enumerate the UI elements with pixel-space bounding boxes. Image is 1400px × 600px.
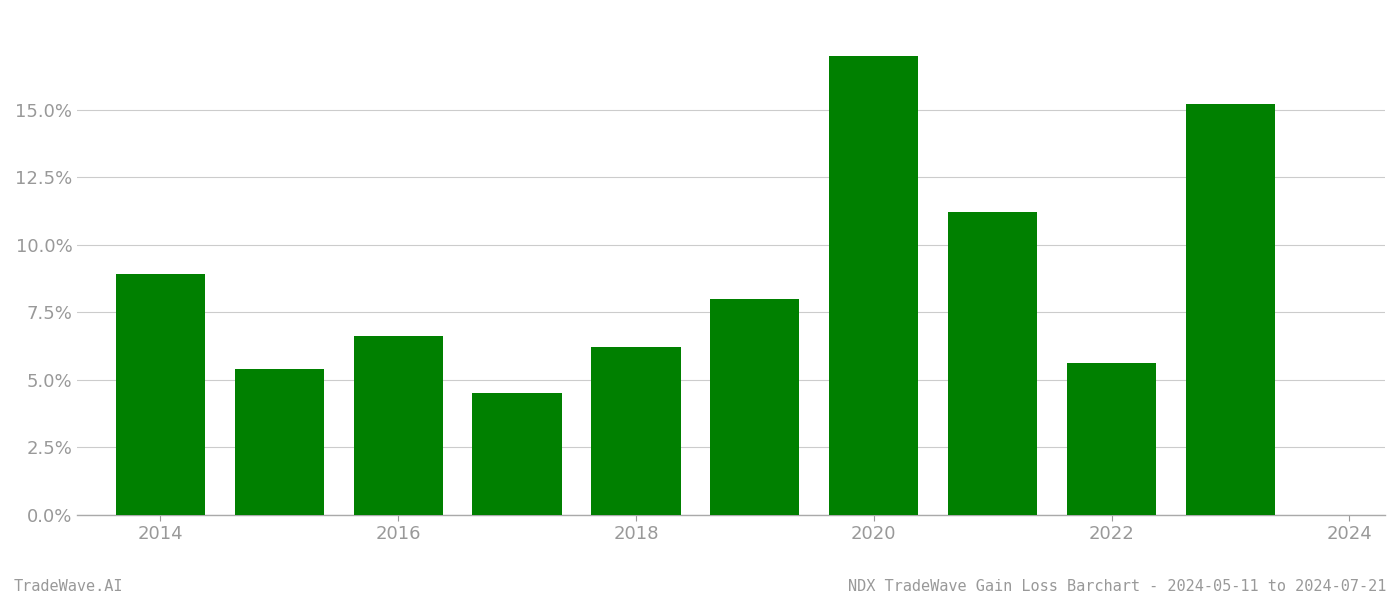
- Bar: [1186, 104, 1275, 515]
- Bar: [829, 56, 918, 515]
- Bar: [1067, 364, 1156, 515]
- Bar: [472, 393, 561, 515]
- Bar: [235, 369, 323, 515]
- Bar: [354, 337, 442, 515]
- Bar: [710, 299, 799, 515]
- Text: TradeWave.AI: TradeWave.AI: [14, 579, 123, 594]
- Bar: [948, 212, 1037, 515]
- Bar: [591, 347, 680, 515]
- Text: NDX TradeWave Gain Loss Barchart - 2024-05-11 to 2024-07-21: NDX TradeWave Gain Loss Barchart - 2024-…: [847, 579, 1386, 594]
- Bar: [116, 274, 204, 515]
